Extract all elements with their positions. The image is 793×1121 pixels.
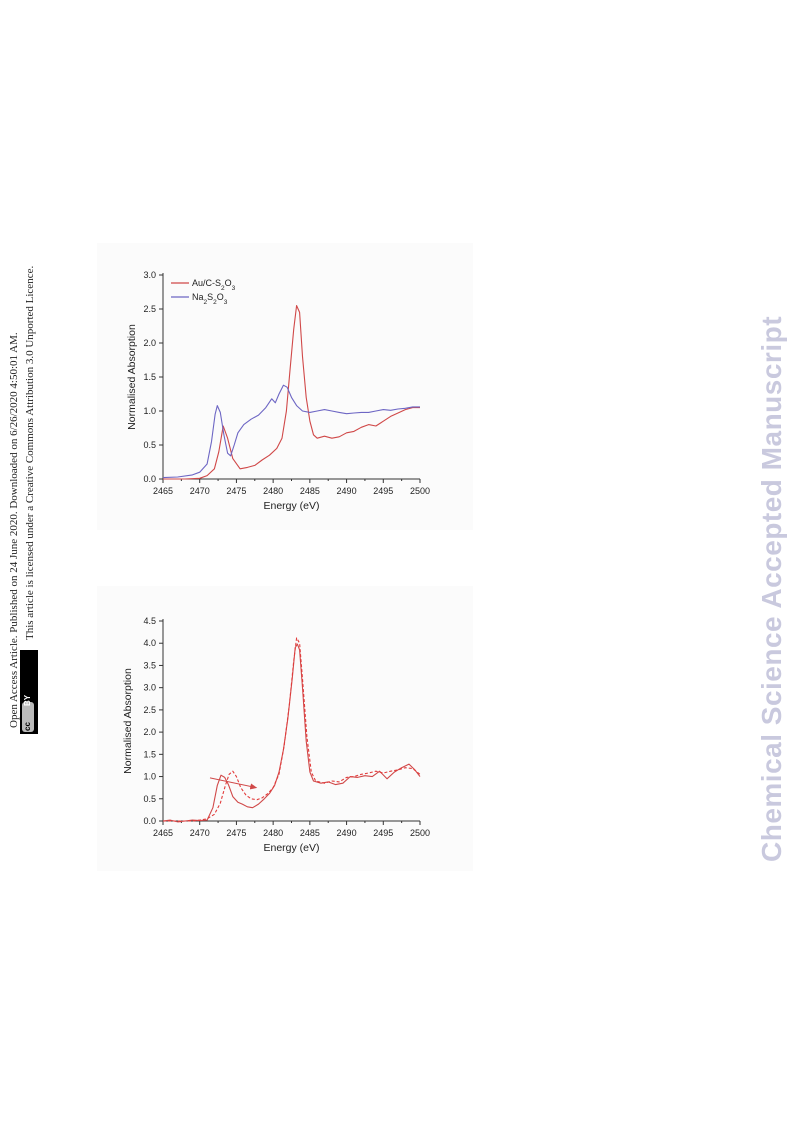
x-tick-label: 2500 bbox=[410, 828, 430, 838]
series-line-1 bbox=[163, 305, 420, 480]
chart-top: 2465 2470 2475 2480 2485 2490 2495 2500 0.0 0.5 1.… bbox=[126, 270, 430, 512]
y-tick-label: 1.5 bbox=[143, 749, 156, 759]
x-axis-label: Energy (eV) bbox=[263, 500, 319, 512]
series-line-2 bbox=[163, 637, 421, 822]
y-axis-label: Normalised Absorption bbox=[122, 668, 134, 774]
chart-panel-top: 2465 2470 2475 2480 2485 2490 2495 2500 0.0 0.5 1.… bbox=[97, 243, 473, 530]
x-tick-label: 2485 bbox=[300, 486, 320, 496]
cc-by-badge[interactable]: cc BY bbox=[20, 650, 38, 734]
series-line-1 bbox=[162, 643, 421, 823]
y-tick-label: 0.5 bbox=[143, 440, 156, 450]
y-tick-label: 0.5 bbox=[143, 794, 156, 804]
legend-item-na: Na2S2O3 bbox=[171, 292, 228, 306]
y-tick-label: 2.0 bbox=[143, 727, 156, 737]
chart-panel-bottom: 2465 2470 2475 2480 2485 2490 2495 2500 0.0 0.5 1.… bbox=[97, 586, 473, 871]
y-tick-label: 4.5 bbox=[143, 616, 156, 626]
annotation-arrow bbox=[209, 777, 258, 790]
y-tick-label: 1.0 bbox=[143, 772, 156, 782]
x-tick-label: 2485 bbox=[300, 828, 320, 838]
y-tick-label: 2.5 bbox=[143, 705, 156, 715]
y-tick-label: 0.0 bbox=[143, 816, 156, 826]
series-line-2 bbox=[162, 384, 420, 479]
x-tick-label: 2490 bbox=[337, 828, 357, 838]
y-tick-label: 1.5 bbox=[143, 372, 156, 382]
x-tick-label: 2465 bbox=[153, 828, 173, 838]
y-tick-label: 3.0 bbox=[143, 270, 156, 280]
y-tick-label: 2.5 bbox=[143, 304, 156, 314]
cc-badge-by: BY bbox=[23, 694, 32, 706]
x-tick-label: 2475 bbox=[226, 486, 246, 496]
sidebar-line-1: Open Access Article. Published on 24 Jun… bbox=[8, 332, 20, 728]
chart-bottom: 2465 2470 2475 2480 2485 2490 2495 2500 0.0 0.5 1.… bbox=[122, 616, 430, 854]
y-tick-label: 3.0 bbox=[143, 683, 156, 693]
x-tick-label: 2475 bbox=[226, 828, 246, 838]
x-tick-label: 2465 bbox=[153, 486, 173, 496]
y-axis-label: Normalised Absorption bbox=[126, 324, 138, 430]
y-tick-label: 4.0 bbox=[143, 638, 156, 648]
watermark: Chemical Science Accepted Manuscript bbox=[756, 315, 787, 862]
x-tick-label: 2470 bbox=[190, 828, 210, 838]
x-tick-label: 2480 bbox=[263, 828, 283, 838]
cc-badge-cc: cc bbox=[23, 722, 32, 731]
x-tick-label: 2480 bbox=[263, 486, 283, 496]
x-tick-label: 2470 bbox=[190, 486, 210, 496]
legend-item-au: Au/C-S2O3 bbox=[171, 278, 236, 292]
sidebar-line-2[interactable]: This article is licensed under a Creativ… bbox=[24, 265, 36, 640]
y-tick-label: 2.0 bbox=[143, 338, 156, 348]
x-tick-label: 2495 bbox=[373, 828, 393, 838]
y-tick-label: 0.0 bbox=[143, 474, 156, 484]
cc-logo-icon bbox=[22, 702, 34, 732]
legend-label: Au/C-S2O3 bbox=[192, 278, 236, 292]
legend-label: Na2S2O3 bbox=[192, 292, 228, 306]
x-tick-label: 2500 bbox=[410, 486, 430, 496]
y-tick-label: 3.5 bbox=[143, 660, 156, 670]
y-tick-label: 1.0 bbox=[143, 406, 156, 416]
x-tick-label: 2490 bbox=[337, 486, 357, 496]
x-tick-label: 2495 bbox=[373, 486, 393, 496]
x-axis-label: Energy (eV) bbox=[263, 842, 319, 854]
